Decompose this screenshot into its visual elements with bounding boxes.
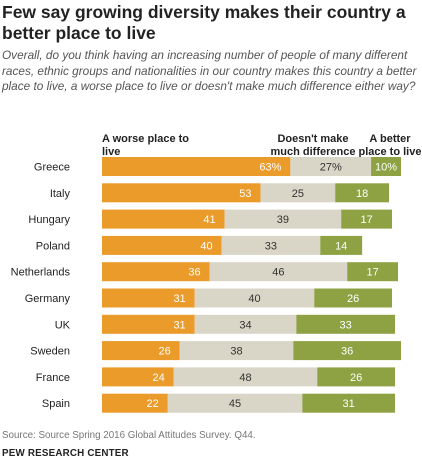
legend-no-difference: Doesn't make much difference	[270, 133, 356, 158]
chart-title: Few say growing diversity makes their co…	[2, 2, 406, 43]
data-label-spain-a-better-place-to-live: 31	[343, 398, 355, 410]
bar-hungary-a-better-place-to-live	[341, 209, 393, 229]
data-label-uk-doesn-t-make-much-difference: 34	[239, 319, 251, 331]
bar-uk-a-worse-place-to-live	[102, 314, 195, 334]
data-label-germany-a-better-place-to-live: 26	[347, 293, 359, 305]
data-label-greece-a-worse-place-to-live: 63%	[259, 162, 281, 174]
data-label-poland-a-better-place-to-live: 14	[335, 240, 347, 252]
bar-italy-doesn-t-make-much-difference	[260, 183, 336, 203]
data-label-greece-doesn-t-make-much-difference: 27%	[320, 162, 342, 174]
bar-sweden-a-better-place-to-live	[293, 341, 401, 361]
data-label-greece-a-better-place-to-live: 10%	[375, 162, 397, 174]
bar-poland-a-better-place-to-live	[320, 235, 363, 255]
stacked-bar-chart: Greece 63% 27% 10% Italy 53 25 18 Hungary 41 39 17 P…	[11, 157, 401, 413]
bar-spain-a-better-place-to-live	[302, 393, 396, 413]
bar-spain-doesn-t-make-much-difference	[167, 393, 303, 413]
bar-france-a-better-place-to-live	[317, 367, 396, 387]
data-label-hungary-a-worse-place-to-live: 41	[203, 214, 215, 226]
data-label-poland-doesn-t-make-much-difference: 33	[265, 240, 277, 252]
source-note: Source: Source Spring 2016 Global Attitu…	[2, 430, 256, 441]
legend-worse: A worse place to live	[102, 133, 190, 158]
bar-germany-a-worse-place-to-live	[102, 288, 195, 308]
data-label-netherlands-a-better-place-to-live: 17	[366, 267, 378, 279]
pew-research-center-logo: PEW RESEARCH CENTER	[2, 448, 129, 459]
bar-sweden-a-worse-place-to-live	[102, 341, 180, 361]
bar-germany-doesn-t-make-much-difference	[194, 288, 315, 308]
bar-netherlands-a-better-place-to-live	[347, 262, 399, 282]
bar-spain-a-worse-place-to-live	[102, 393, 168, 413]
data-label-germany-doesn-t-make-much-difference: 40	[248, 293, 260, 305]
data-label-italy-a-better-place-to-live: 18	[356, 188, 368, 200]
bar-sweden-doesn-t-make-much-difference	[179, 341, 294, 361]
bar-poland-a-worse-place-to-live	[102, 235, 222, 255]
data-label-spain-a-worse-place-to-live: 22	[147, 398, 159, 410]
bar-poland-doesn-t-make-much-difference	[221, 235, 321, 255]
data-label-sweden-a-worse-place-to-live: 26	[158, 346, 170, 358]
data-label-hungary-a-better-place-to-live: 17	[360, 214, 372, 226]
bar-greece-doesn-t-make-much-difference	[290, 157, 372, 176]
data-label-uk-a-better-place-to-live: 33	[340, 319, 352, 331]
category-label-spain: Spain	[42, 398, 70, 410]
data-label-hungary-doesn-t-make-much-difference: 39	[277, 214, 289, 226]
data-label-netherlands-doesn-t-make-much-difference: 46	[272, 267, 284, 279]
data-label-germany-a-worse-place-to-live: 31	[173, 293, 185, 305]
category-label-germany: Germany	[25, 293, 71, 305]
data-label-poland-a-worse-place-to-live: 40	[200, 240, 212, 252]
data-label-italy-a-worse-place-to-live: 53	[239, 188, 251, 200]
data-label-france-a-better-place-to-live: 26	[350, 372, 362, 384]
category-label-hungary: Hungary	[28, 214, 70, 226]
bar-france-a-worse-place-to-live	[102, 367, 174, 387]
category-label-netherlands: Netherlands	[11, 267, 71, 279]
chart-subtitle: Overall, do you think having an increasi…	[2, 48, 417, 93]
bar-greece-a-worse-place-to-live	[102, 157, 291, 176]
data-label-italy-doesn-t-make-much-difference: 25	[292, 188, 304, 200]
bar-uk-doesn-t-make-much-difference	[194, 314, 297, 334]
bar-hungary-a-worse-place-to-live	[102, 209, 225, 229]
data-label-netherlands-a-worse-place-to-live: 36	[188, 267, 200, 279]
category-label-greece: Greece	[34, 162, 70, 174]
data-label-uk-a-worse-place-to-live: 31	[173, 319, 185, 331]
category-label-italy: Italy	[50, 188, 71, 200]
data-label-france-doesn-t-make-much-difference: 48	[239, 372, 251, 384]
bar-netherlands-doesn-t-make-much-difference	[209, 262, 348, 282]
category-label-poland: Poland	[36, 240, 70, 252]
bar-france-doesn-t-make-much-difference	[173, 367, 318, 387]
data-label-sweden-a-better-place-to-live: 36	[341, 346, 353, 358]
category-label-uk: UK	[55, 319, 71, 331]
category-label-france: France	[36, 372, 70, 384]
category-label-sweden: Sweden	[30, 346, 70, 358]
bar-italy-a-worse-place-to-live	[102, 183, 261, 203]
legend-better: A better place to live	[358, 133, 422, 158]
bar-germany-a-better-place-to-live	[314, 288, 393, 308]
bar-hungary-doesn-t-make-much-difference	[224, 209, 342, 229]
data-label-spain-doesn-t-make-much-difference: 45	[229, 398, 241, 410]
data-label-france-a-worse-place-to-live: 24	[153, 372, 165, 384]
bar-uk-a-better-place-to-live	[296, 314, 396, 334]
bar-italy-a-better-place-to-live	[335, 183, 390, 203]
bar-greece-a-better-place-to-live	[371, 157, 401, 176]
data-label-sweden-doesn-t-make-much-difference: 38	[230, 346, 242, 358]
bar-netherlands-a-worse-place-to-live	[102, 262, 210, 282]
